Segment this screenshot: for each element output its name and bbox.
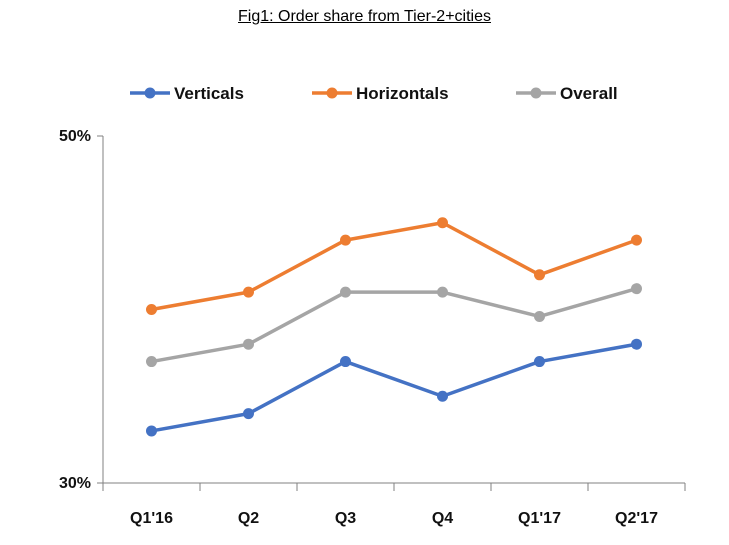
legend-label: Overall <box>560 84 618 103</box>
data-point <box>631 234 642 246</box>
data-point <box>146 304 157 315</box>
data-point <box>340 234 351 246</box>
x-tick-label: Q1'17 <box>518 510 561 527</box>
data-point <box>631 338 642 350</box>
data-point <box>340 356 351 368</box>
data-point <box>437 217 448 229</box>
legend-swatch-marker <box>530 87 542 99</box>
series-line <box>151 221 638 312</box>
legend-label: Horizontals <box>356 84 449 103</box>
data-point <box>243 408 254 420</box>
legend-item-verticals: Verticals <box>130 84 244 103</box>
y-tick-label: 50% <box>59 128 91 145</box>
series-line <box>151 286 637 364</box>
legend-label: Verticals <box>174 84 244 103</box>
data-point <box>243 286 254 298</box>
data-point <box>534 356 545 368</box>
axes: 50% 30% Q1'16 Q2 Q3 Q4 Q1'17 Q2'17 <box>59 128 686 527</box>
legend: Verticals Horizontals Overall <box>130 84 618 103</box>
y-tick-label: 30% <box>59 475 91 492</box>
chart-title: Fig1: Order share from Tier-2+cities <box>238 8 491 25</box>
data-point <box>340 286 351 298</box>
x-tick-label: Q2 <box>238 510 259 527</box>
data-point <box>534 269 545 281</box>
data-point <box>243 338 254 350</box>
x-tick-label: Q1'16 <box>130 510 173 527</box>
data-point <box>146 425 157 437</box>
series-line <box>151 342 637 433</box>
data-point <box>631 283 642 295</box>
x-tick-label: Q2'17 <box>615 510 658 527</box>
series-horizontals <box>146 217 642 315</box>
series-verticals <box>146 338 642 437</box>
legend-item-overall: Overall <box>516 84 618 103</box>
data-point <box>437 286 448 298</box>
legend-swatch-marker <box>144 87 156 99</box>
x-tick-label: Q4 <box>432 510 453 527</box>
legend-item-horizontals: Horizontals <box>312 84 449 103</box>
legend-swatch-marker <box>326 87 338 99</box>
data-point <box>146 356 157 368</box>
x-tick-label: Q3 <box>335 510 356 527</box>
data-point <box>534 310 545 322</box>
data-point <box>437 390 448 402</box>
series-layer <box>146 217 642 437</box>
series-overall <box>146 283 642 368</box>
